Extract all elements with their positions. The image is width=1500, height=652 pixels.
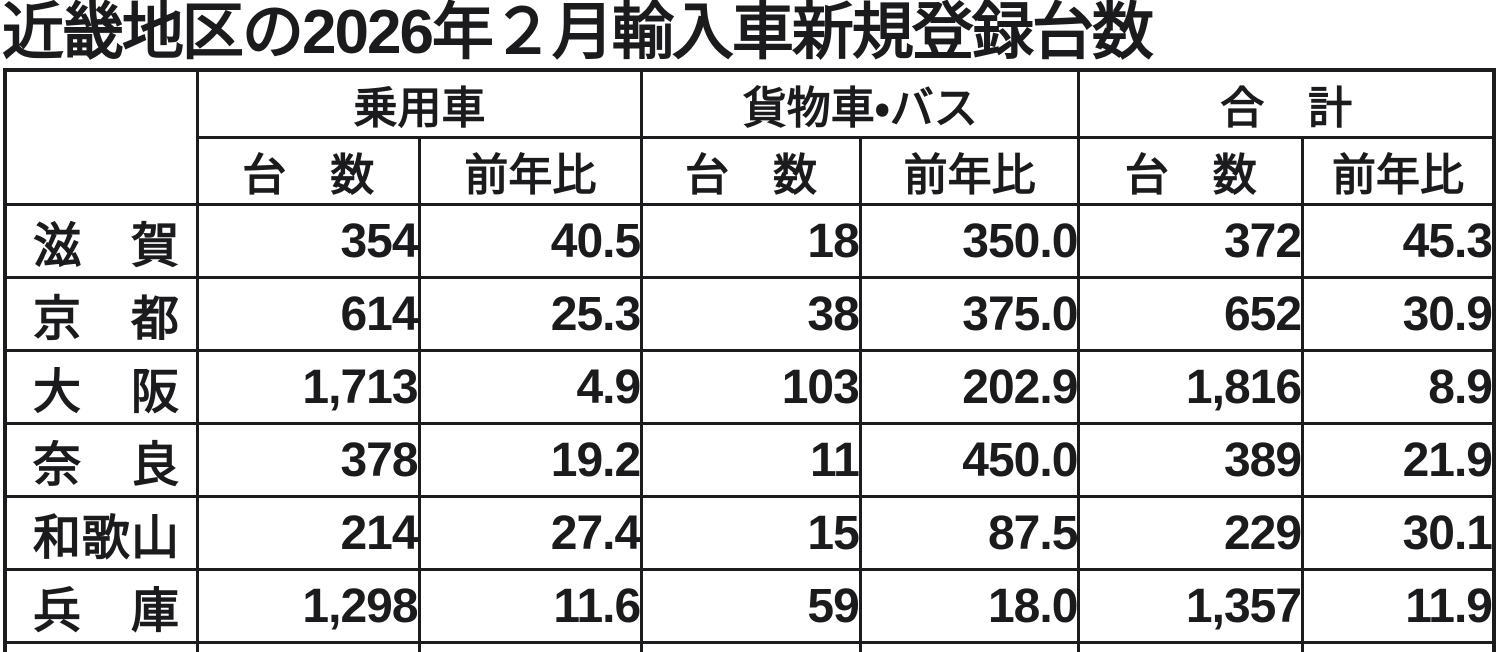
cell-total-passenger-yoy: 13.6 — [417, 641, 644, 652]
cell-osaka-total-units: 1,816 — [1077, 349, 1305, 425]
cell-nara-passenger-units: 378 — [195, 422, 421, 498]
table-row-wakayama: 和歌山 214 27.4 15 87.5 229 30.1 — [3, 495, 1496, 571]
row-header-wakayama: 和歌山 — [3, 495, 199, 571]
cell-kyoto-passenger-units: 614 — [195, 276, 421, 352]
cell-shiga-passenger-units: 354 — [195, 203, 421, 279]
group-header-passenger: 乗用車 — [195, 68, 644, 139]
cell-osaka-passenger-units: 1,713 — [195, 349, 421, 425]
row-header-nara: 奈良 — [3, 422, 199, 498]
cell-kyoto-cargo-yoy: 375.0 — [858, 276, 1081, 352]
cell-nara-total-units: 389 — [1077, 422, 1305, 498]
row-header-kyoto: 京都 — [3, 276, 199, 352]
subheader-total-units: 台 数 — [1077, 136, 1305, 206]
cell-shiga-cargo-yoy: 350.0 — [858, 203, 1081, 279]
cell-total-total-units: 4,815 — [1077, 641, 1305, 652]
cell-osaka-cargo-units: 103 — [640, 349, 862, 425]
cell-kyoto-total-units: 652 — [1077, 276, 1305, 352]
cell-shiga-total-units: 372 — [1077, 203, 1305, 279]
cell-total-total-yoy: 16.6 — [1301, 641, 1496, 652]
group-header-row: 乗用車 貨物車・バス 合 計 — [3, 68, 1496, 206]
prefecture-name: 滋賀 — [33, 220, 179, 273]
table-row-nara: 奈良 378 19.2 11 450.0 389 21.9 — [3, 422, 1496, 498]
prefecture-name: 大阪 — [33, 366, 179, 419]
cell-shiga-cargo-units: 18 — [640, 203, 862, 279]
cell-total-cargo-yoy: 130.2 — [858, 641, 1081, 652]
group-header-total: 合 計 — [1077, 68, 1496, 139]
prefecture-name: 和歌山 — [33, 512, 179, 565]
subheader-passenger-yoy: 前年比 — [417, 136, 644, 206]
cell-wakayama-passenger-yoy: 27.4 — [417, 495, 644, 571]
cell-hyogo-total-yoy: 11.9 — [1301, 568, 1496, 644]
cell-wakayama-passenger-units: 214 — [195, 495, 421, 571]
prefecture-name: 奈良 — [33, 439, 179, 492]
cell-wakayama-total-yoy: 30.1 — [1301, 495, 1496, 571]
cell-osaka-total-yoy: 8.9 — [1301, 349, 1496, 425]
cell-hyogo-passenger-units: 1,298 — [195, 568, 421, 644]
subheader-passenger-units: 台 数 — [195, 136, 421, 206]
cell-nara-total-yoy: 21.9 — [1301, 422, 1496, 498]
cell-nara-cargo-yoy: 450.0 — [858, 422, 1081, 498]
row-header-hyogo: 兵庫 — [3, 568, 199, 644]
cell-nara-cargo-units: 11 — [640, 422, 862, 498]
row-header-osaka: 大阪 — [3, 349, 199, 425]
subheader-cargo-yoy: 前年比 — [858, 136, 1081, 206]
prefecture-name: 京都 — [33, 293, 179, 346]
table-row-total: 合計 4,571 13.6 244 130.2 4,815 16.6 — [3, 641, 1496, 652]
corner-cell — [3, 68, 199, 206]
cell-osaka-passenger-yoy: 4.9 — [417, 349, 644, 425]
cell-total-cargo-units: 244 — [640, 641, 862, 652]
registration-stats-table: 乗用車 貨物車・バス 合 計 台 数 前年比 台 数 前年比 台 数 前年比 滋… — [3, 68, 1496, 652]
cell-hyogo-passenger-yoy: 11.6 — [417, 568, 644, 644]
table-row-hyogo: 兵庫 1,298 11.6 59 18.0 1,357 11.9 — [3, 568, 1496, 644]
subheader-cargo-units: 台 数 — [640, 136, 862, 206]
cell-hyogo-cargo-yoy: 18.0 — [858, 568, 1081, 644]
cell-kyoto-total-yoy: 30.9 — [1301, 276, 1496, 352]
cell-wakayama-cargo-yoy: 87.5 — [858, 495, 1081, 571]
table-row-osaka: 大阪 1,713 4.9 103 202.9 1,816 8.9 — [3, 349, 1496, 425]
row-header-shiga: 滋賀 — [3, 203, 199, 279]
cell-hyogo-cargo-units: 59 — [640, 568, 862, 644]
cell-shiga-total-yoy: 45.3 — [1301, 203, 1496, 279]
cell-nara-passenger-yoy: 19.2 — [417, 422, 644, 498]
cell-shiga-passenger-yoy: 40.5 — [417, 203, 644, 279]
cell-osaka-cargo-yoy: 202.9 — [858, 349, 1081, 425]
row-header-total: 合計 — [3, 641, 199, 652]
table-row-kyoto: 京都 614 25.3 38 375.0 652 30.9 — [3, 276, 1496, 352]
total-row-label: 合計 — [33, 644, 179, 652]
sub-header-row: 台 数 前年比 台 数 前年比 台 数 前年比 — [5, 136, 1496, 206]
group-header-cargo-bus: 貨物車・バス — [640, 68, 1081, 139]
prefecture-name: 兵庫 — [33, 585, 179, 638]
cell-hyogo-total-units: 1,357 — [1077, 568, 1305, 644]
page-title: 近畿地区の2026年２月輸入車新規登録台数 — [2, 0, 1154, 67]
table-row-shiga: 滋賀 354 40.5 18 350.0 372 45.3 — [3, 203, 1496, 279]
cell-wakayama-cargo-units: 15 — [640, 495, 862, 571]
subheader-total-yoy: 前年比 — [1301, 136, 1496, 206]
cell-kyoto-cargo-units: 38 — [640, 276, 862, 352]
cell-total-passenger-units: 4,571 — [195, 641, 421, 652]
cell-wakayama-total-units: 229 — [1077, 495, 1305, 571]
cell-kyoto-passenger-yoy: 25.3 — [417, 276, 644, 352]
